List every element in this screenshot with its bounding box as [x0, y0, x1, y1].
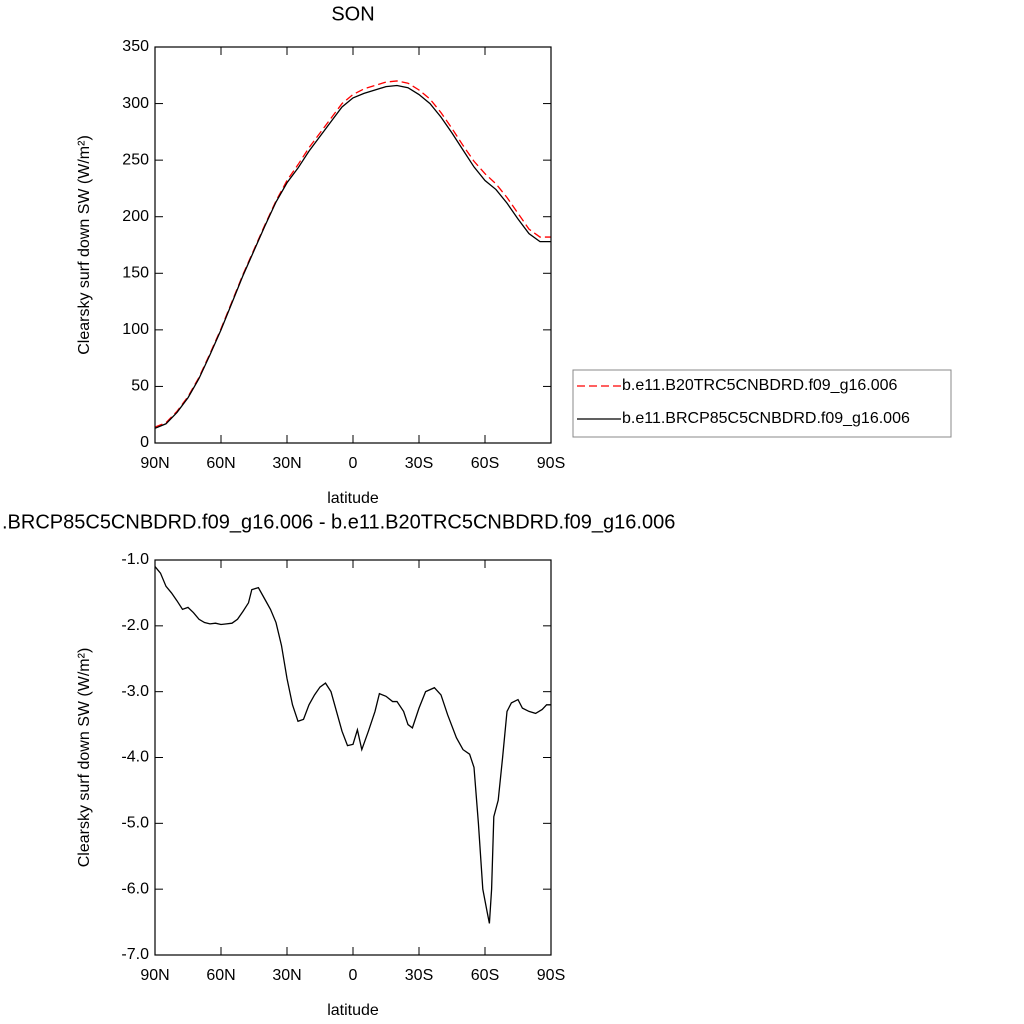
x-tick-label: 60S — [471, 967, 499, 984]
x-tick-label: 90S — [537, 967, 565, 984]
plot-frame — [154, 559, 552, 956]
y-tick-label: -6.0 — [121, 880, 149, 897]
y-axis-label: Clearsky surf down SW (W/m²) — [76, 648, 93, 868]
legend-box — [572, 369, 952, 438]
x-tick-label: 0 — [349, 455, 358, 472]
y-tick-label: 100 — [122, 321, 149, 338]
x-tick-label: 30N — [272, 967, 301, 984]
y-tick-label: -2.0 — [121, 617, 149, 634]
y-tick-label: 50 — [131, 378, 149, 395]
chart-title: .BRCP85C5CNBDRD.f09_g16.006 - b.e11.B20T… — [2, 511, 675, 533]
x-tick-label: 30N — [272, 455, 301, 472]
chart-title: SON — [331, 3, 374, 25]
y-tick-label: -7.0 — [121, 946, 149, 963]
y-tick-label: 250 — [122, 151, 149, 168]
y-tick-label: 0 — [140, 434, 149, 451]
x-tick-label: 90N — [140, 967, 169, 984]
y-tick-label: 200 — [122, 208, 149, 225]
plot-frame — [154, 46, 552, 444]
legend-label: b.e11.B20TRC5CNBDRD.f09_g16.006 — [622, 377, 898, 394]
x-tick-label: 60N — [206, 967, 235, 984]
y-tick-label: -4.0 — [121, 749, 149, 766]
y-axis-label: Clearsky surf down SW (W/m²) — [76, 135, 93, 355]
data-line — [154, 80, 551, 428]
y-tick-label: 300 — [122, 95, 149, 112]
x-axis-label: latitude — [327, 1002, 379, 1019]
x-tick-label: 90N — [140, 455, 169, 472]
x-tick-label: 60S — [471, 455, 499, 472]
y-tick-label: -3.0 — [121, 683, 149, 700]
data-line — [154, 566, 551, 924]
legend-label: b.e11.BRCP85C5CNBDRD.f09_g16.006 — [622, 410, 910, 427]
x-tick-label: 90S — [537, 455, 565, 472]
y-tick-label: 150 — [122, 265, 149, 282]
y-tick-label: 350 — [122, 38, 149, 55]
data-line — [154, 84, 551, 429]
x-tick-label: 30S — [405, 455, 433, 472]
x-tick-label: 0 — [349, 967, 358, 984]
x-tick-label: 60N — [206, 455, 235, 472]
y-tick-label: -5.0 — [121, 815, 149, 832]
y-tick-label: -1.0 — [121, 551, 149, 568]
x-tick-label: 30S — [405, 967, 433, 984]
x-axis-label: latitude — [327, 490, 379, 507]
